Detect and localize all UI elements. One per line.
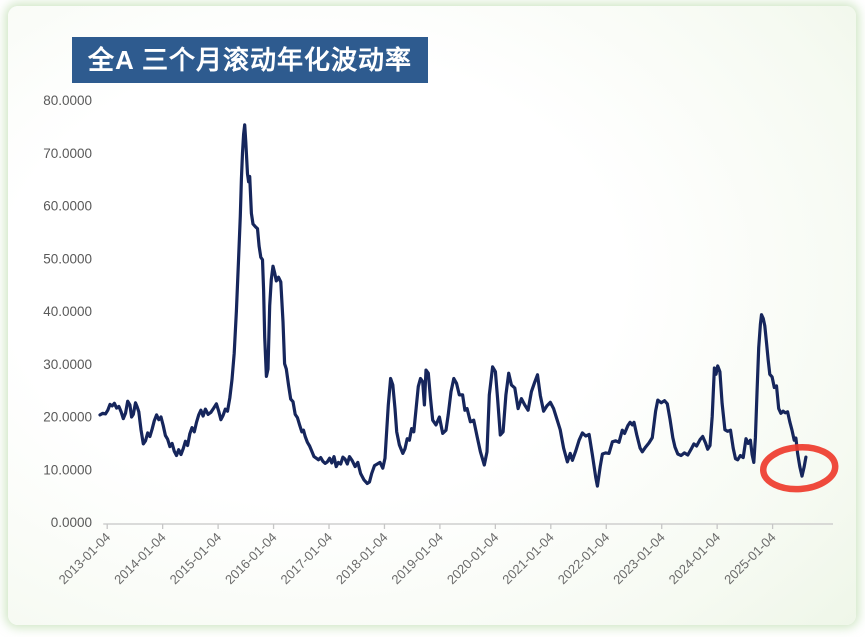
x-axis-tick-label: 2018-01-04: [333, 530, 391, 588]
x-axis-tick-label: 2022-01-04: [555, 530, 613, 588]
annotation-group: [759, 444, 839, 493]
series-line: [98, 123, 808, 488]
y-axis-labels: 0.0000 10.0000 20.0000 30.0000 40.0000 50.000…: [43, 93, 92, 530]
y-axis-tick-label: 70.0000: [43, 146, 92, 161]
y-axis-tick-label: 80.0000: [43, 93, 92, 108]
y-axis-tick-label: 40.0000: [43, 304, 92, 319]
x-axis-tick-label: 2024-01-04: [666, 530, 724, 588]
x-axis-tick-label: 2014-01-04: [111, 530, 169, 588]
x-axis-tick-label: 2017-01-04: [278, 530, 336, 588]
x-axis-tick-label: 2019-01-04: [388, 530, 446, 588]
x-axis-tick-label: 2016-01-04: [222, 530, 280, 588]
x-axis-tick-label: 2023-01-04: [610, 530, 668, 588]
x-axis-labels: 2013-01-042014-01-042015-01-042016-01-04…: [56, 530, 779, 588]
slide-background-panel: [8, 6, 856, 625]
y-axis-tick-label: 10.0000: [43, 462, 92, 477]
x-axis-tick-label: 2021-01-04: [499, 530, 557, 588]
chart-title: 全A 三个月滚动年化波动率: [72, 37, 429, 83]
x-axis-tick-label: 2020-01-04: [444, 530, 502, 588]
x-axis-tick-label: 2025-01-04: [721, 530, 779, 588]
x-axis-tick-label: 2015-01-04: [167, 530, 225, 588]
x-axis: [103, 523, 833, 529]
series-group: [98, 123, 808, 488]
y-axis-tick-label: 20.0000: [43, 410, 92, 425]
y-axis-tick-label: 60.0000: [43, 199, 92, 214]
y-axis-tick-label: 30.0000: [43, 357, 92, 372]
y-axis-tick-label: 0.0000: [51, 515, 92, 530]
x-axis-tick-label: 2013-01-04: [56, 530, 114, 588]
highlight-ellipse: [759, 444, 839, 493]
y-axis-tick-label: 50.0000: [43, 251, 92, 266]
